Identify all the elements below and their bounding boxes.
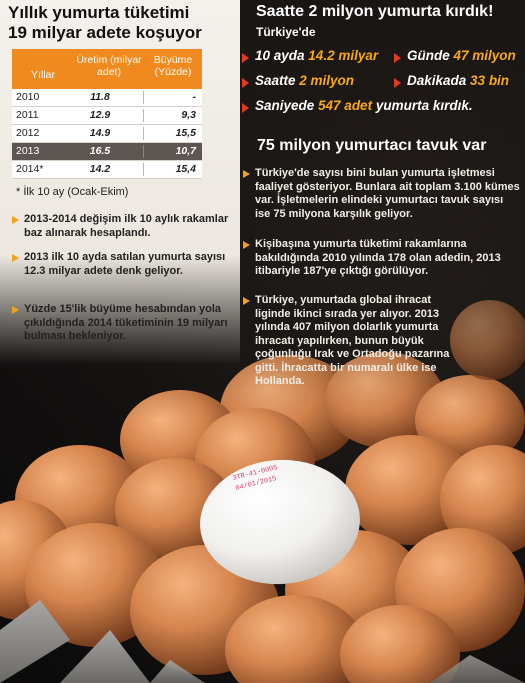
row-production: 11.8 [90, 91, 110, 103]
row-production: 16.5 [89, 145, 111, 157]
table-row: 2010 11.8 - [12, 89, 202, 107]
table-header: Yıllar Üretim (milyar adet) Büyüme (Yüzd… [12, 49, 202, 89]
right-title: Saatte 2 milyon yumurta kırdık! [256, 3, 494, 20]
left-title-line1: Yıllık yumurta tüketimi [8, 3, 190, 22]
row-production: 14.2 [89, 163, 111, 175]
orange-arrow-icon [12, 254, 19, 262]
row-year: 2010 [16, 91, 40, 103]
red-arrow-icon [242, 78, 249, 88]
row-growth: 10,7 [175, 145, 196, 157]
stat-10-months: 10 ayda 14.2 milyar [255, 48, 379, 63]
left-bullet-3: Yüzde 15'lik büyüme hesabından yola çıkı… [24, 303, 228, 342]
header-growth: Büyüme (Yüzde) [153, 54, 193, 78]
right-bullet-2: Kişibaşına yumurta tüketimi rakamlarına … [255, 238, 501, 277]
header-production: Üretim (milyar adet) [76, 54, 142, 78]
row-growth: 15,5 [175, 127, 196, 139]
orange-arrow-icon [243, 170, 250, 178]
row-production: 12.9 [89, 109, 111, 121]
right-bullet-1: Türkiye'de sayısı bini bulan yumurta işl… [255, 167, 520, 220]
row-production: 14.9 [89, 127, 111, 139]
red-arrow-icon [242, 53, 249, 63]
header-years: Yıllar [31, 69, 55, 81]
table-footnote: * İlk 10 ay (Ocak-Ekim) [16, 186, 129, 198]
orange-arrow-icon [12, 306, 19, 314]
consumption-table: Yıllar Üretim (milyar adet) Büyüme (Yüzd… [12, 49, 202, 179]
table-row: 2012 14.9 15,5 [12, 125, 202, 143]
red-arrow-icon [242, 103, 249, 113]
stat-second: Saniyede 547 adet yumurta kırdık. [255, 98, 473, 113]
red-arrow-icon [394, 78, 401, 88]
stat-minute: Dakikada 33 bin [407, 73, 510, 88]
row-year: 2012 [16, 127, 40, 139]
red-arrow-icon [394, 53, 401, 63]
left-bullet-2: 2013 ilk 10 ayda satılan yumurta sayısı … [24, 251, 226, 277]
right-section-title: 75 milyon yumurtacı tavuk var [257, 137, 487, 154]
row-year: 2014* [16, 163, 44, 175]
row-growth: 9,3 [181, 109, 196, 121]
stat-daily: Günde 47 milyon [407, 48, 516, 63]
right-subtitle: Türkiye'de [256, 25, 316, 39]
left-title-line2: 19 milyar adete koşuyor [8, 23, 202, 42]
table-row: 2013 16.5 10,7 [12, 143, 202, 161]
row-growth: - [192, 91, 197, 103]
table-row: 2011 12.9 9,3 [12, 107, 202, 125]
table-row: 2014* 14.2 15,4 [12, 161, 202, 179]
row-year: 2013 [16, 145, 40, 157]
orange-arrow-icon [12, 216, 19, 224]
row-year: 2011 [16, 109, 39, 121]
orange-arrow-icon [243, 241, 250, 249]
right-bullet-3: Türkiye, yumurtada global ihracat ligind… [255, 294, 450, 387]
stat-hourly: Saatte 2 milyon [255, 73, 355, 88]
left-bullet-1: 2013-2014 değişim ilk 10 aylık rakamlar … [24, 213, 229, 239]
orange-arrow-icon [243, 297, 250, 305]
row-growth: 15,4 [175, 163, 196, 175]
